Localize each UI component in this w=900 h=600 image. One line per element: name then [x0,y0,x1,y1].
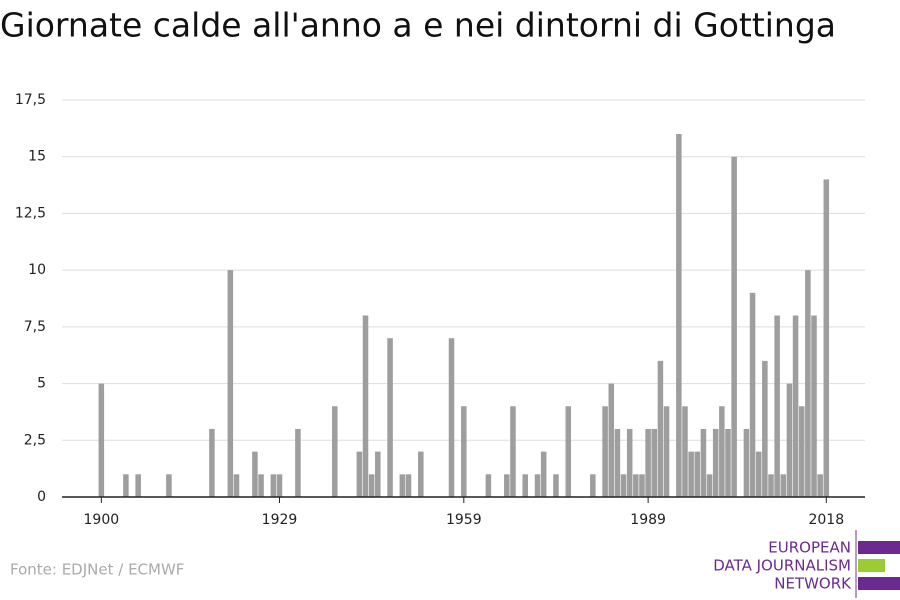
bar [258,474,264,497]
x-tick-label: 1929 [262,512,298,528]
bar [706,474,713,497]
bar [135,474,141,497]
bar [792,315,799,497]
bar [780,474,787,497]
bar [633,474,639,497]
bar [608,383,615,497]
bar [233,474,240,497]
bar [227,270,234,497]
bar [123,474,129,497]
bar [448,338,455,497]
y-tick-label: 2,5 [24,432,46,448]
y-tick-label: 5 [37,376,46,392]
logo-text: DATA JOURNALISM [713,557,851,575]
bar [823,179,830,497]
bar [270,474,277,497]
bar [731,156,737,497]
bar [252,451,258,497]
chart-title: Giornate calde all'anno a e nei dintorni… [0,6,836,45]
bar [786,383,793,497]
bar [768,474,774,497]
bar [405,474,412,497]
bar [399,474,406,497]
bar [762,360,768,497]
bar [332,406,338,497]
bar [534,474,541,497]
bar [774,315,780,497]
bar [719,406,725,497]
y-tick-label: 10 [28,262,46,278]
bar [700,428,707,497]
bar [461,406,467,497]
y-tick-label: 12,5 [15,205,46,221]
bar [694,451,701,497]
bar [749,292,756,497]
bar [387,338,393,497]
source: Fonte: EDJNet / ECMWF [10,561,184,579]
bar [368,474,375,497]
bar [276,474,283,497]
bar [620,474,627,497]
bar [798,406,805,497]
bar [626,428,633,497]
logo-bar [858,577,900,590]
logo-text: NETWORK [774,575,852,593]
bar [639,474,645,497]
bar [676,134,682,497]
bar [755,451,762,497]
bar [553,474,559,497]
bar [356,451,363,497]
bar [657,360,664,497]
bar [817,474,823,497]
bar [712,428,719,497]
y-tick-label: 17,5 [15,92,46,108]
bar [651,428,658,497]
bar [602,406,608,497]
bar [485,474,492,497]
x-tick-label: 2018 [808,512,844,528]
bar [645,428,651,497]
bar [418,451,424,497]
y-tick-label: 0 [37,489,46,505]
y-tick-label: 7,5 [24,319,46,335]
bar [522,474,529,497]
bar [663,406,670,497]
bar [510,406,516,497]
bar [805,270,811,497]
bar [540,451,547,497]
bar [98,383,105,497]
bar [565,406,572,497]
x-tick-label: 1959 [446,512,482,528]
bar [375,451,381,497]
logo-bar [858,559,885,572]
bar [614,428,621,497]
bar [504,474,510,497]
bar [362,315,369,497]
logo-text: EUROPEAN [768,539,851,557]
x-tick-label: 1989 [630,512,666,528]
bar [295,428,301,497]
bar [688,451,694,497]
bar [743,428,750,497]
logo-bar [858,541,900,554]
y-tick-label: 15 [28,149,46,165]
bar [209,428,215,497]
logo: EUROPEAN DATA JOURNALISM NETWORK [713,530,900,598]
bar [590,474,596,497]
bar [811,315,817,497]
bar [682,406,688,497]
x-tick-label: 1900 [84,512,120,528]
bar [166,474,172,497]
bar [725,428,731,497]
